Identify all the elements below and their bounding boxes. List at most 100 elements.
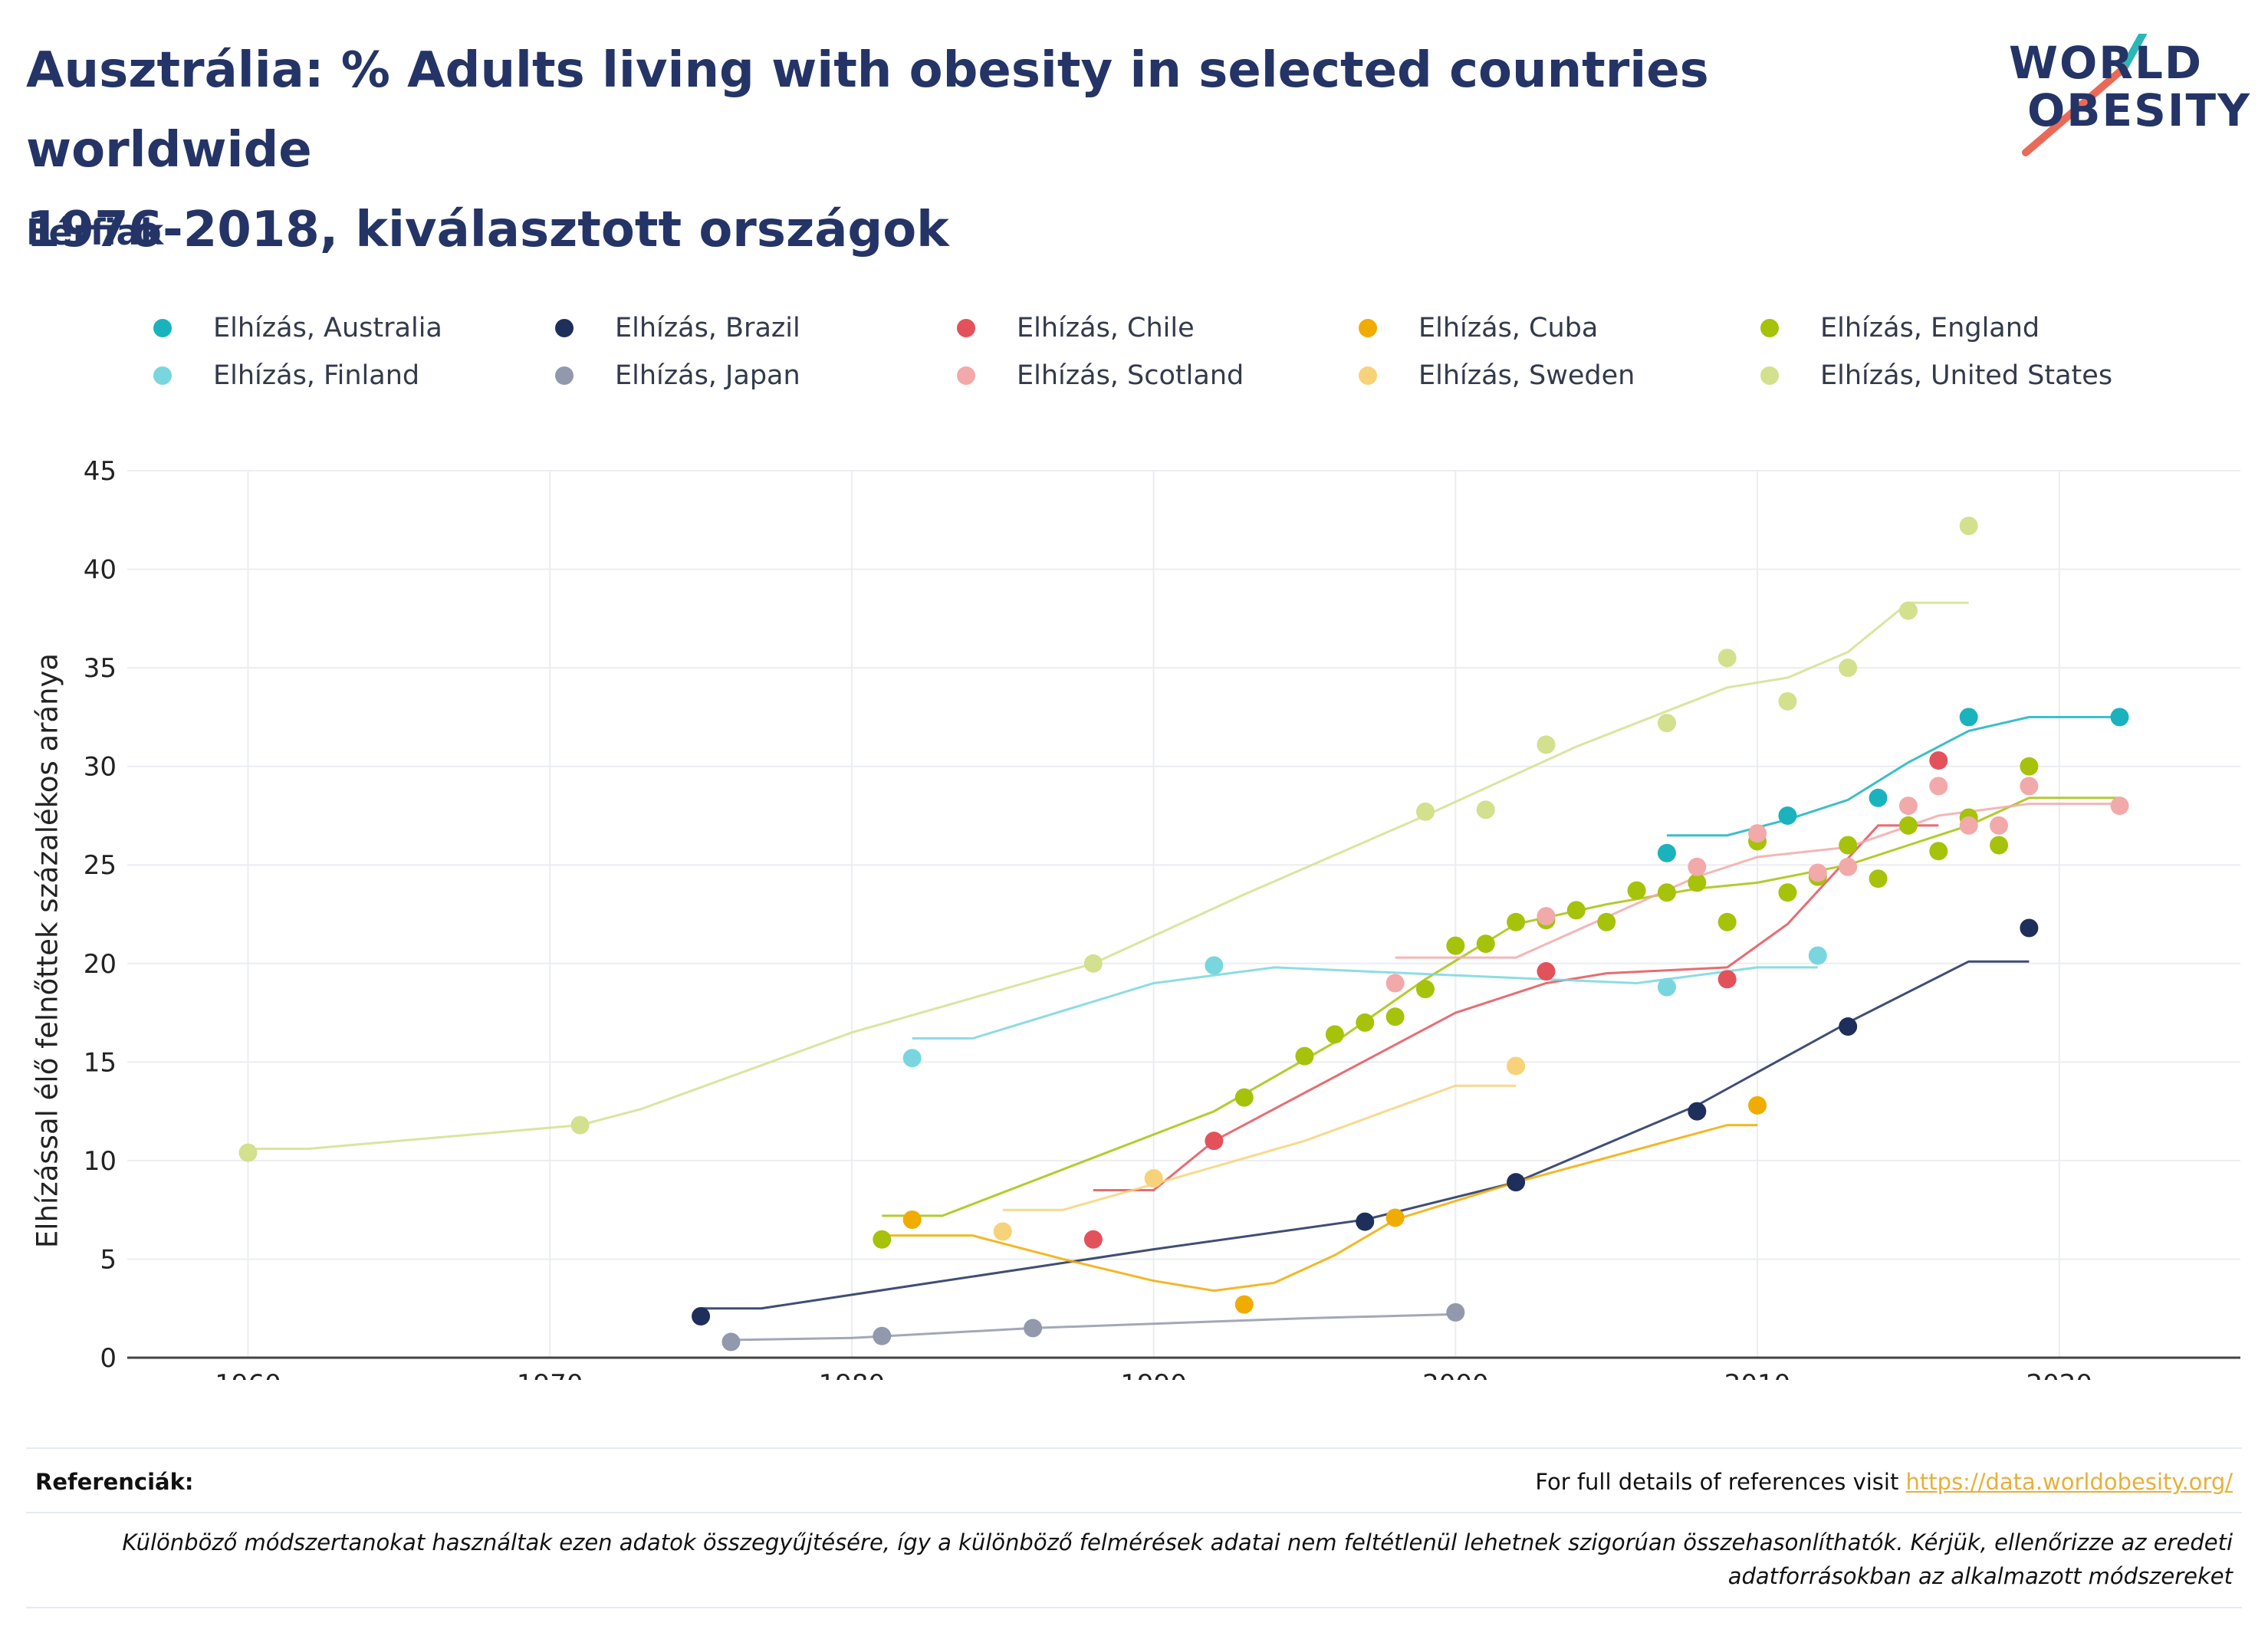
legend-marker — [1359, 319, 1377, 337]
y-tick-label: 35 — [84, 653, 117, 684]
data-point — [1778, 883, 1797, 902]
legend-marker — [555, 319, 574, 337]
data-point — [1869, 869, 1888, 889]
data-point — [238, 1143, 258, 1162]
data-point — [1385, 1208, 1405, 1227]
footer-divider-middle — [26, 1512, 2242, 1513]
chart-title: Ausztrália: % Adults living with obesity… — [26, 31, 1943, 270]
legend-marker — [1760, 319, 1779, 337]
data-point — [993, 1222, 1012, 1241]
data-point — [1325, 1025, 1344, 1044]
legend-item[interactable]: Elhízás, Scotland — [957, 353, 1244, 399]
data-point — [1748, 1096, 1767, 1115]
data-point — [1024, 1319, 1043, 1338]
data-point — [1929, 777, 1948, 796]
data-point — [1234, 1295, 1254, 1314]
legend-marker — [1760, 366, 1779, 385]
data-point — [2110, 708, 2129, 727]
data-point — [1446, 936, 1465, 955]
data-point — [1748, 824, 1767, 843]
y-tick-label: 25 — [84, 850, 117, 881]
series-trend-line — [1093, 824, 1939, 1191]
data-point — [1717, 649, 1737, 668]
chart-plot: 0 5 10 15 20 25 30 35 40 45 1960 1970 1980 1990 2000 20… — [84, 456, 2240, 1380]
legend-marker — [153, 366, 172, 385]
chart-subtitle: Férfiak — [26, 212, 164, 253]
data-point — [1839, 1017, 1858, 1036]
data-point — [1808, 946, 1827, 965]
legend-label: Elhízás, Chile — [1017, 313, 1195, 343]
data-point — [1688, 857, 1707, 876]
data-point — [570, 1115, 590, 1135]
legend-item[interactable]: Elhízás, Sweden — [1359, 353, 1635, 399]
legend-label: Elhízás, Cuba — [1418, 313, 1599, 343]
footer-divider-top — [26, 1447, 2242, 1449]
data-point — [2020, 777, 2039, 796]
data-point — [1657, 883, 1676, 902]
y-tick-label: 40 — [84, 555, 117, 586]
data-point — [1627, 881, 1646, 900]
legend-marker — [555, 366, 574, 385]
data-point — [721, 1332, 741, 1352]
data-point — [1415, 980, 1435, 999]
legend-item[interactable]: Elhízás, Brazil — [555, 305, 800, 351]
legend-item[interactable]: Elhízás, Japan — [555, 353, 800, 399]
data-point — [1234, 1088, 1254, 1107]
data-point — [1959, 708, 1978, 727]
data-point — [1959, 816, 1978, 835]
y-tick-label: 10 — [84, 1146, 117, 1177]
series-trend-line — [1395, 803, 2120, 959]
x-tick-label: 2020 — [2026, 1369, 2093, 1380]
legend-label: Elhízás, Japan — [615, 360, 800, 391]
data-point — [1990, 836, 2009, 855]
x-tick-label: 1970 — [517, 1369, 583, 1380]
legend-item[interactable]: Elhízás, Cuba — [1359, 305, 1598, 351]
data-point — [902, 1210, 922, 1230]
y-tick-label: 5 — [100, 1244, 117, 1275]
data-point — [1507, 1056, 1526, 1076]
data-point — [1537, 735, 1556, 754]
series-trend-line — [731, 1312, 1456, 1342]
legend-item[interactable]: Elhízás, Finland — [153, 353, 419, 399]
data-point — [1385, 1007, 1405, 1027]
data-point — [1898, 797, 1918, 816]
data-point — [692, 1307, 711, 1326]
legend-label: Elhízás, England — [1820, 313, 2040, 343]
data-point — [1083, 954, 1103, 973]
data-point — [1688, 873, 1707, 892]
data-point — [2020, 757, 2039, 776]
references-link[interactable]: https://data.worldobesity.org/ — [1905, 1469, 2233, 1495]
series-trend-line — [882, 797, 2120, 1217]
y-tick-label: 20 — [84, 949, 117, 980]
legend-label: Elhízás, Finland — [213, 360, 420, 391]
data-point — [1657, 843, 1676, 862]
x-tick-label: 1960 — [215, 1369, 281, 1380]
data-point — [1717, 970, 1737, 989]
data-point — [1356, 1212, 1375, 1231]
references-prefix: For full details of references visit — [1535, 1469, 1906, 1495]
data-point — [902, 1049, 922, 1068]
data-point — [873, 1326, 892, 1345]
footer-divider-bottom — [26, 1607, 2242, 1608]
data-point — [1295, 1046, 1314, 1066]
data-point — [1717, 912, 1737, 931]
data-point — [1356, 1013, 1375, 1032]
legend-label: Elhízás, Australia — [213, 313, 442, 343]
legend-item[interactable]: Elhízás, England — [1760, 305, 2040, 351]
x-tick-label: 1990 — [1120, 1369, 1187, 1380]
legend-marker — [153, 319, 172, 337]
legend-item[interactable]: Elhízás, Chile — [957, 305, 1195, 351]
series-trend-line — [912, 966, 1818, 1040]
references-label: Referenciák: — [35, 1469, 194, 1495]
legend-label: Elhízás, Scotland — [1017, 360, 1244, 391]
data-point — [1476, 935, 1495, 954]
data-point — [1929, 842, 1948, 861]
data-point — [1657, 714, 1676, 733]
data-point — [1597, 912, 1616, 931]
data-point — [1476, 800, 1495, 820]
legend-item[interactable]: Elhízás, United States — [1760, 353, 2112, 399]
data-point — [1385, 974, 1405, 993]
legend-item[interactable]: Elhízás, Australia — [153, 305, 442, 351]
data-point — [1898, 816, 1918, 835]
y-tick-label: 15 — [84, 1047, 117, 1078]
